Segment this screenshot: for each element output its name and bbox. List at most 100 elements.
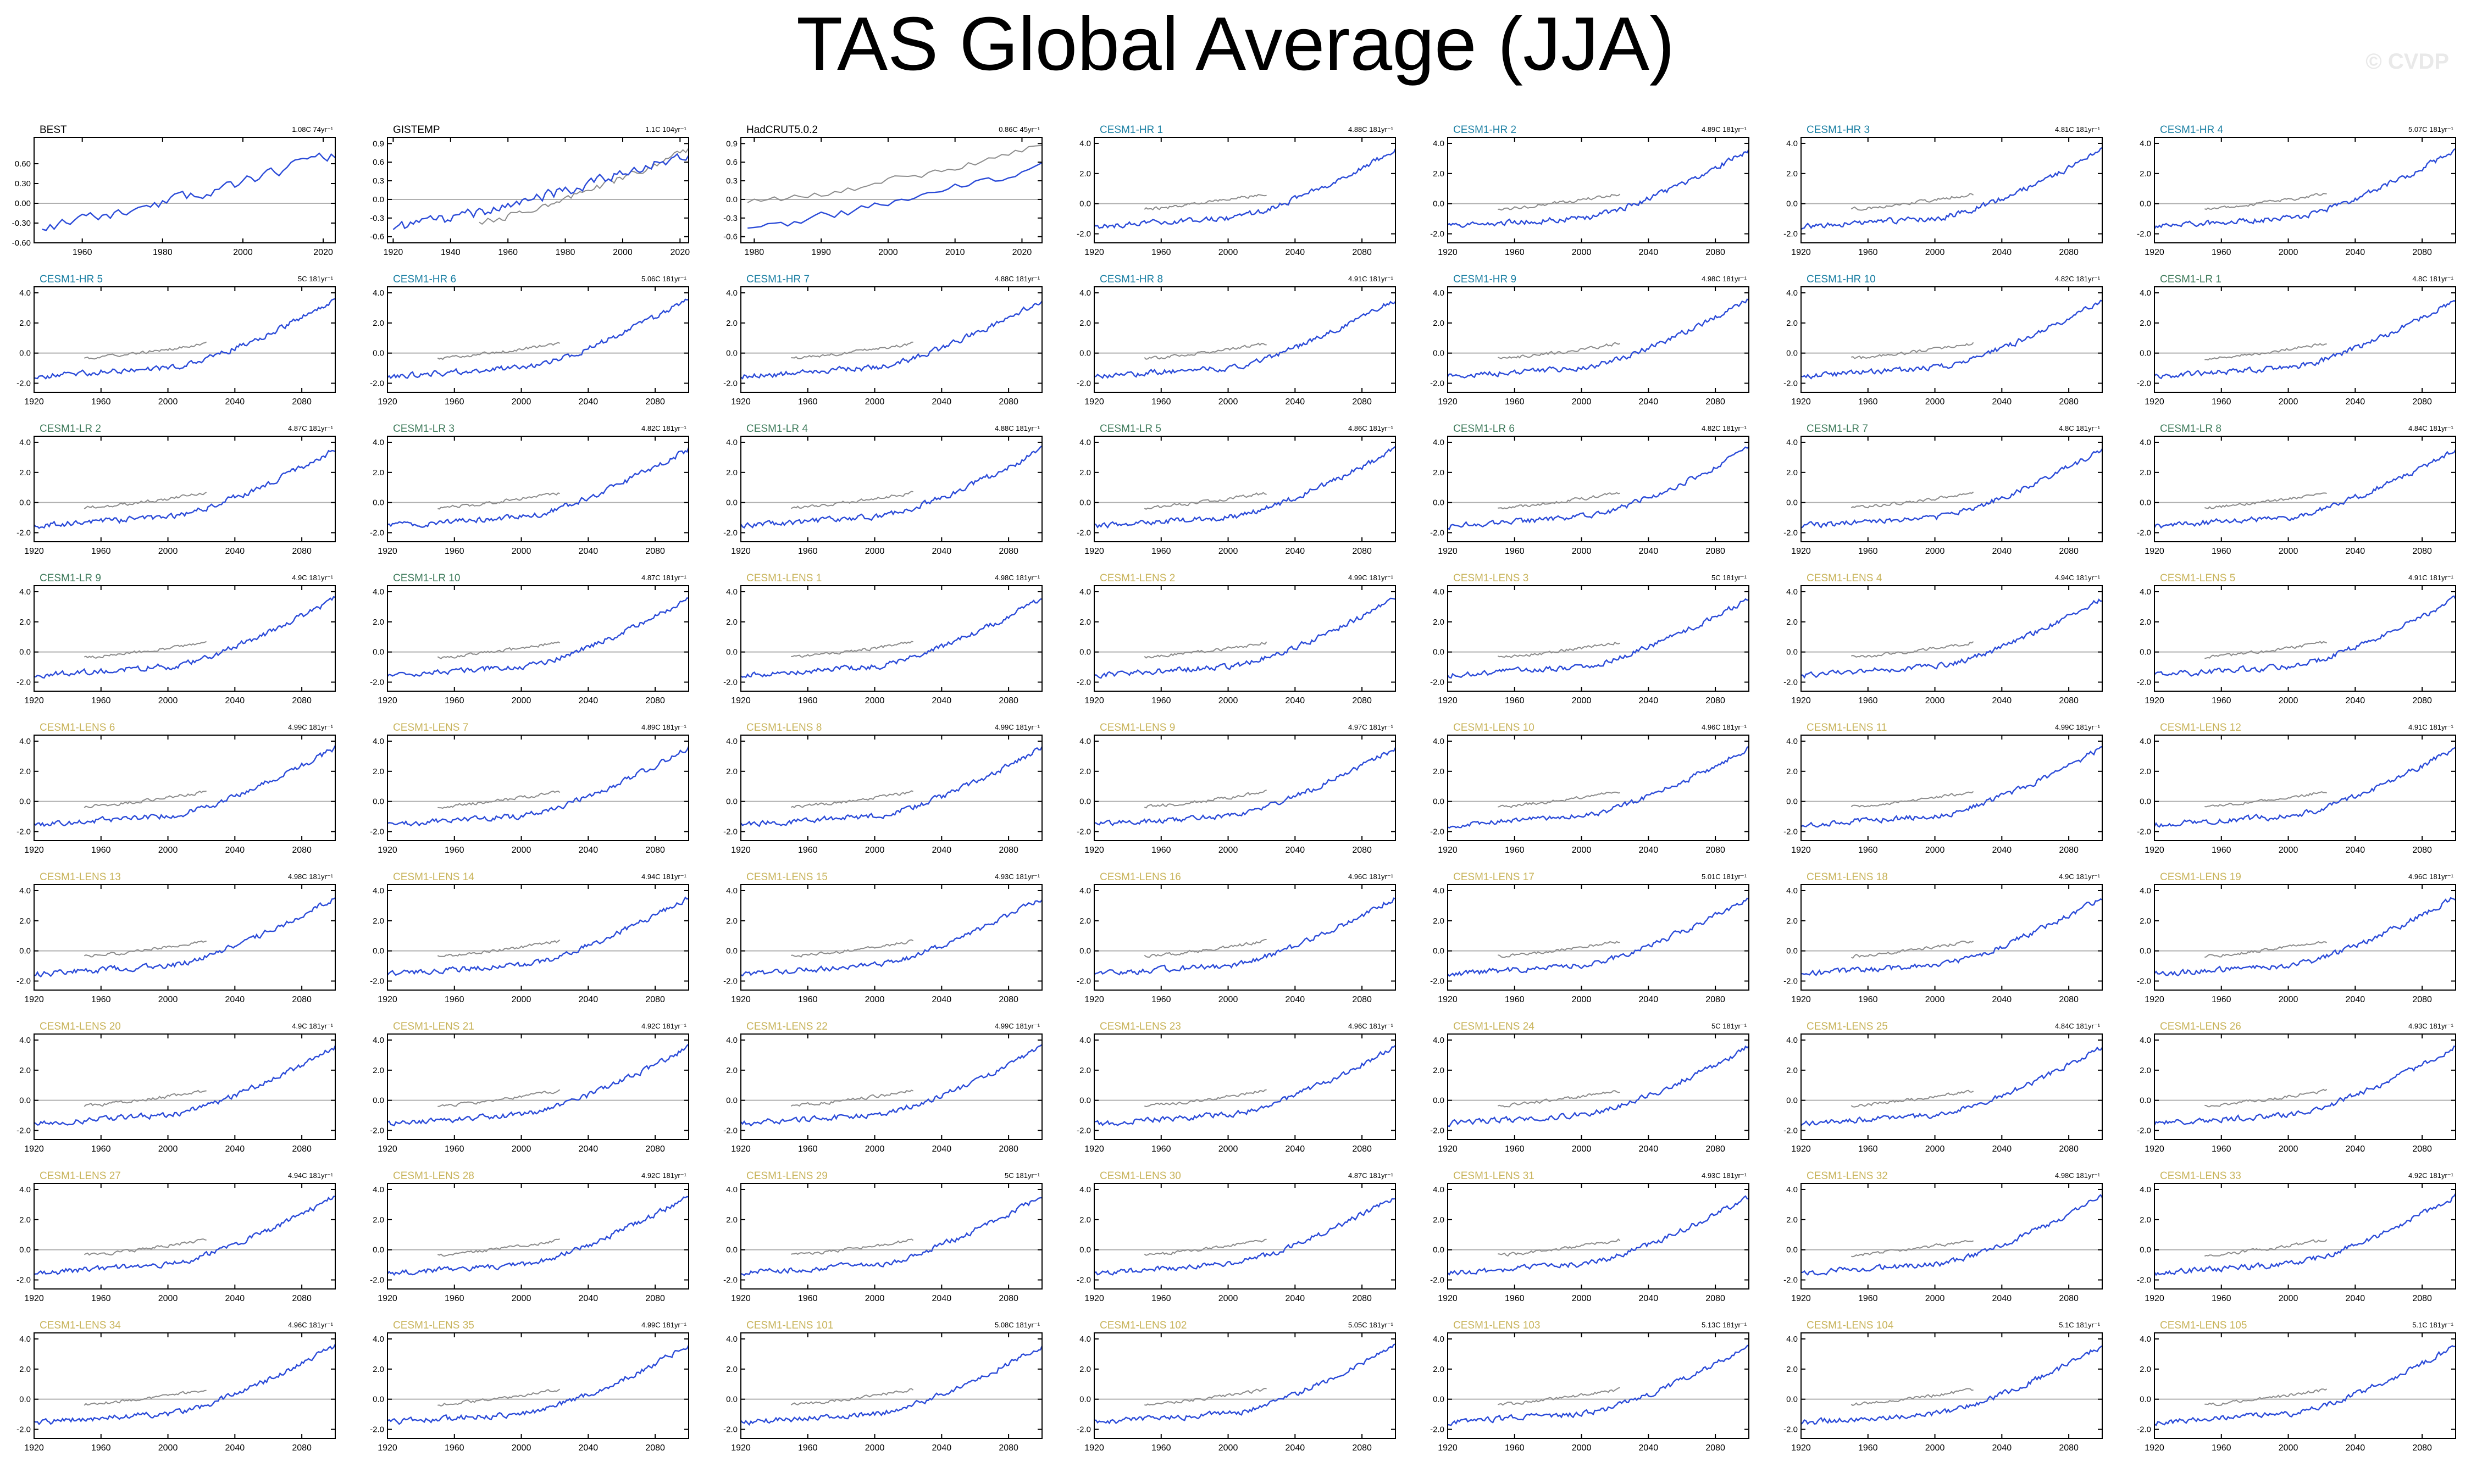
chart-panel: CESM1-LENS 23 4.96C 181yr⁻¹ 1920 1960 2000 20… <box>1077 1021 1396 1154</box>
x-tick-label: 1960 <box>1151 995 1171 1004</box>
y-tick-label: 2.0 <box>19 319 31 328</box>
y-tick-label: -2.0 <box>1430 827 1444 837</box>
series-line <box>1447 446 1749 531</box>
x-tick-label: 1960 <box>1858 1443 1878 1453</box>
panel-title: CESM1-LENS 25 <box>1807 1021 1888 1032</box>
series-line <box>1800 1345 2103 1425</box>
trend-label: 4.94C 181yr⁻¹ <box>2055 574 2101 582</box>
chart-panel: BEST 1.08C 74yr⁻¹ 1960 1980 2000 2020 -0.60 -0.… <box>12 124 336 257</box>
x-tick-label: 1960 <box>73 248 92 257</box>
x-tick-label: 2040 <box>1992 1144 2012 1154</box>
plot-frame <box>34 436 336 542</box>
chart-panel: CESM1-LENS 2 4.99C 181yr⁻¹ 1920 1960 2000 204… <box>1077 573 1396 705</box>
x-tick-label: 1960 <box>1505 846 1525 855</box>
x-tick-label: 2040 <box>1992 397 2012 407</box>
chart-panel: HadCRUT5.0.2 0.86C 45yr⁻¹ 1980 1990 2000 2010… <box>723 124 1043 257</box>
y-tick-label: 4.0 <box>19 1185 31 1194</box>
panel-title: CESM1-LENS 8 <box>746 722 822 733</box>
x-tick-label: 2000 <box>865 846 885 855</box>
chart-panel: CESM1-LR 7 4.8C 181yr⁻¹ 1920 1960 2000 2040 20… <box>1783 423 2103 556</box>
y-tick-label: 0.0 <box>2140 199 2151 209</box>
panel-title: CESM1-LR 6 <box>1453 423 1515 435</box>
x-tick-label: 2000 <box>1218 995 1238 1004</box>
x-tick-label: 2080 <box>2059 1443 2079 1453</box>
x-tick-label: 2080 <box>999 1294 1018 1303</box>
y-tick-label: -2.0 <box>2137 827 2151 837</box>
x-tick-label: 2040 <box>225 1443 245 1453</box>
x-tick-label: 2000 <box>1218 397 1238 407</box>
panel-title: CESM1-HR 10 <box>1807 274 1876 285</box>
x-tick-label: 2080 <box>645 1144 665 1154</box>
chart-panel: CESM1-LENS 105 5.1C 181yr⁻¹ 1920 1960 2000 20… <box>2137 1320 2456 1453</box>
x-tick-label: 1920 <box>731 696 751 705</box>
plot-frame <box>1447 735 1749 841</box>
y-tick-label: 4.0 <box>2140 587 2151 597</box>
x-tick-label: 2080 <box>2412 248 2432 257</box>
y-tick-label: 4.0 <box>19 438 31 447</box>
trend-label: 4.84C 181yr⁻¹ <box>2408 424 2454 432</box>
y-tick-label: 4.0 <box>2140 288 2151 298</box>
x-tick-label: 2040 <box>579 1294 599 1303</box>
series-line <box>740 445 1043 529</box>
y-tick-label: 2.0 <box>1079 1215 1091 1225</box>
x-tick-label: 1960 <box>91 397 111 407</box>
chart-panel: CESM1-LENS 8 4.99C 181yr⁻¹ 1920 1960 2000 204… <box>723 722 1043 855</box>
reference-line <box>437 1238 560 1257</box>
x-tick-label: 2000 <box>2279 995 2298 1004</box>
x-tick-label: 2000 <box>1572 547 1592 556</box>
series-line <box>387 1043 689 1126</box>
plot-frame <box>1447 884 1749 991</box>
x-tick-label: 2080 <box>999 1443 1018 1453</box>
x-tick-label: 2000 <box>865 547 885 556</box>
x-tick-label: 1920 <box>731 995 751 1004</box>
x-tick-label: 2080 <box>2059 248 2079 257</box>
series-line <box>387 746 690 827</box>
y-tick-label: 4.0 <box>1786 1185 1798 1194</box>
series-line <box>1800 1194 2103 1276</box>
x-tick-label: 2080 <box>1705 547 1725 556</box>
panel-title: CESM1-LENS 15 <box>746 871 828 883</box>
x-tick-label: 1960 <box>1858 846 1878 855</box>
x-tick-label: 2040 <box>1639 397 1659 407</box>
y-tick-label: 0.0 <box>1433 199 1444 209</box>
plot-frame <box>2154 1332 2456 1439</box>
x-tick-label: 2000 <box>1218 1144 1238 1154</box>
x-tick-label: 2000 <box>512 696 531 705</box>
reference-line <box>84 341 207 360</box>
reference-line <box>84 491 207 509</box>
x-tick-label: 2020 <box>313 248 333 257</box>
chart-panel: CESM1-LENS 21 4.92C 181yr⁻¹ 1920 1960 2000 20… <box>370 1021 689 1154</box>
chart-panel: CESM1-LENS 32 4.98C 181yr⁻¹ 1920 1960 2000 20… <box>1783 1170 2103 1303</box>
reference-line <box>790 1388 914 1406</box>
x-tick-label: 2080 <box>1352 696 1372 705</box>
x-tick-label: 2040 <box>2346 547 2365 556</box>
x-tick-label: 2040 <box>1992 1443 2012 1453</box>
x-tick-label: 2040 <box>932 1443 952 1453</box>
y-tick-label: -2.0 <box>16 529 31 538</box>
x-tick-label: 1920 <box>1791 547 1811 556</box>
chart-panel: CESM1-LENS 13 4.98C 181yr⁻¹ 1920 1960 2000 20… <box>16 871 336 1004</box>
y-tick-label: 2.0 <box>726 767 738 776</box>
x-tick-label: 1920 <box>24 995 44 1004</box>
chart-panel: CESM1-LENS 25 4.84C 181yr⁻¹ 1920 1960 2000 20… <box>1783 1021 2103 1154</box>
y-tick-label: 0.9 <box>373 139 384 148</box>
y-tick-label: 0.0 <box>1079 1246 1091 1255</box>
chart-panel: CESM1-LENS 20 4.9C 181yr⁻¹ 1920 1960 2000 204… <box>16 1021 336 1154</box>
panel-title: CESM1-LENS 12 <box>2160 722 2241 733</box>
y-tick-label: -2.0 <box>1783 678 1798 687</box>
y-tick-label: 0.0 <box>726 1096 738 1105</box>
series-line <box>387 447 690 528</box>
chart-panel: CESM1-LENS 26 4.93C 181yr⁻¹ 1920 1960 2000 20… <box>2137 1021 2456 1154</box>
y-tick-label: 2.0 <box>19 767 31 776</box>
y-tick-label: 4.0 <box>1079 587 1091 597</box>
chart-panel: CESM1-LENS 11 4.99C 181yr⁻¹ 1920 1960 2000 20… <box>1783 722 2103 855</box>
x-tick-label: 1920 <box>1791 248 1811 257</box>
x-tick-label: 2040 <box>2346 995 2365 1004</box>
y-tick-label: 0.0 <box>1786 349 1798 358</box>
x-tick-label: 2000 <box>1572 1443 1592 1453</box>
x-tick-label: 2040 <box>1286 1443 1305 1453</box>
chart-panel: CESM1-HR 1 4.88C 181yr⁻¹ 1920 1960 2000 2040 2… <box>1077 124 1397 257</box>
plot-frame <box>1447 286 1749 393</box>
y-tick-label: -2.0 <box>723 977 738 986</box>
y-tick-label: 4.0 <box>373 1036 384 1045</box>
